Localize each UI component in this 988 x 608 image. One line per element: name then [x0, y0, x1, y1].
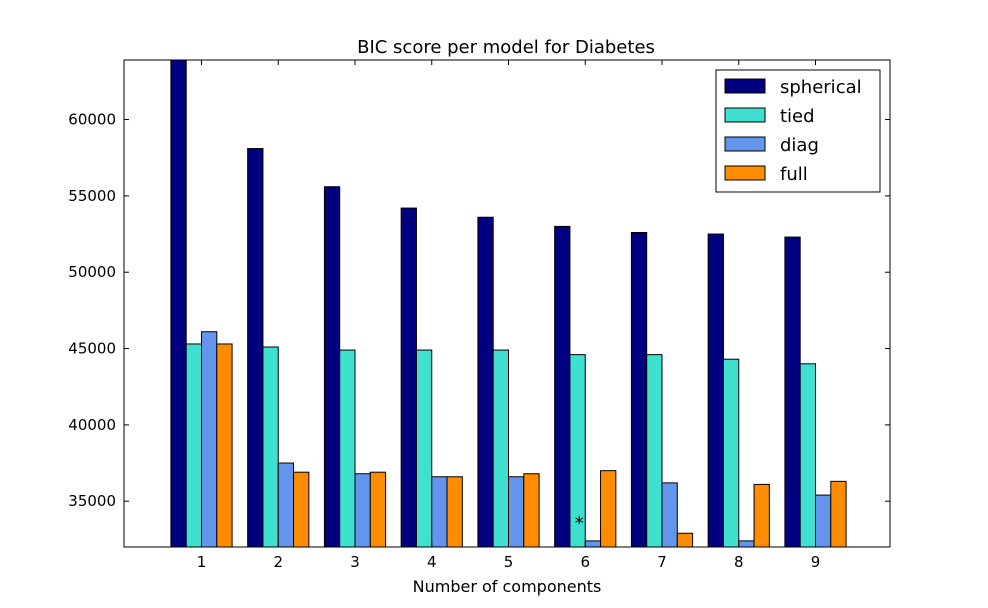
legend-items: spherical tied diag full [724, 77, 862, 185]
bars-layer [170, 59, 847, 548]
bar-spherical-9 [784, 236, 801, 548]
bar-full-2 [293, 471, 310, 548]
bar-diag-2 [277, 462, 295, 548]
bar-full-9 [830, 480, 847, 548]
x-tick-label: 1 [197, 553, 207, 571]
bar-diag-6 [584, 540, 602, 548]
x-tick-label: 3 [350, 553, 360, 571]
y-tick-label: 55000 [68, 187, 116, 205]
x-tick-label: 2 [273, 553, 283, 571]
bar-spherical-3 [323, 186, 341, 548]
x-tick-label: 7 [657, 553, 667, 571]
y-tick-label: 50000 [68, 263, 116, 281]
bar-spherical-5 [477, 216, 494, 548]
x-tick-label: 9 [811, 553, 821, 571]
bar-diag-5 [508, 476, 525, 548]
y-tick-label: 40000 [68, 416, 116, 434]
y-tick-label: 45000 [68, 340, 116, 358]
bar-diag-9 [815, 494, 832, 548]
y-tick-label: 60000 [68, 111, 116, 129]
bar-full-1 [216, 343, 233, 548]
bar-diag-7 [661, 482, 678, 548]
y-tick-label: 35000 [68, 492, 116, 510]
legend-swatch-spherical [724, 78, 766, 94]
bar-tied-7 [646, 354, 663, 548]
best-model-marker: * [575, 513, 584, 534]
plot-frame [123, 59, 891, 548]
bar-tied-3 [339, 349, 356, 548]
bar-full-8 [753, 483, 770, 548]
x-axis-label: Number of components [413, 577, 602, 596]
bar-diag-8 [738, 540, 755, 548]
bar-full-4 [446, 476, 463, 548]
bar-full-5 [523, 473, 540, 548]
legend-swatch-diag [724, 136, 766, 152]
bar-diag-4 [431, 476, 448, 548]
bar-spherical-1 [170, 59, 187, 548]
bar-tied-5 [492, 349, 510, 548]
bar-diag-1 [201, 331, 218, 548]
bar-full-7 [676, 532, 694, 548]
chart-title: BIC score per model for Diabetes [357, 37, 655, 58]
bar-tied-8 [722, 358, 740, 548]
legend-label-tied: tied [780, 106, 815, 127]
bar-tied-1 [185, 343, 202, 548]
bar-tied-2 [262, 346, 279, 548]
legend-label-full: full [780, 164, 808, 185]
legend-label-spherical: spherical [780, 77, 862, 98]
bar-spherical-2 [247, 148, 264, 548]
bar-spherical-7 [630, 232, 648, 548]
bar-spherical-6 [554, 225, 571, 548]
bar-full-3 [369, 471, 387, 548]
bar-tied-4 [415, 349, 433, 548]
bar-diag-3 [354, 473, 371, 548]
bar-tied-9 [799, 363, 817, 548]
legend-swatch-tied [724, 107, 766, 123]
legend-swatch-full [724, 165, 766, 181]
bar-spherical-8 [707, 233, 724, 548]
bar-spherical-4 [400, 207, 417, 548]
ticks-layer: 1 2 3 4 5 6 7 8 9 35000 40000 45000 50000 55000 60000 [68, 60, 890, 571]
x-tick-label: 5 [504, 553, 514, 571]
x-tick-label: 8 [734, 553, 744, 571]
annotations-layer: * [575, 513, 584, 534]
x-tick-label: 4 [427, 553, 437, 571]
x-tick-label: 6 [580, 553, 590, 571]
legend-label-diag: diag [780, 135, 819, 156]
legend: spherical tied diag full [715, 69, 881, 193]
bar-full-6 [600, 470, 617, 548]
